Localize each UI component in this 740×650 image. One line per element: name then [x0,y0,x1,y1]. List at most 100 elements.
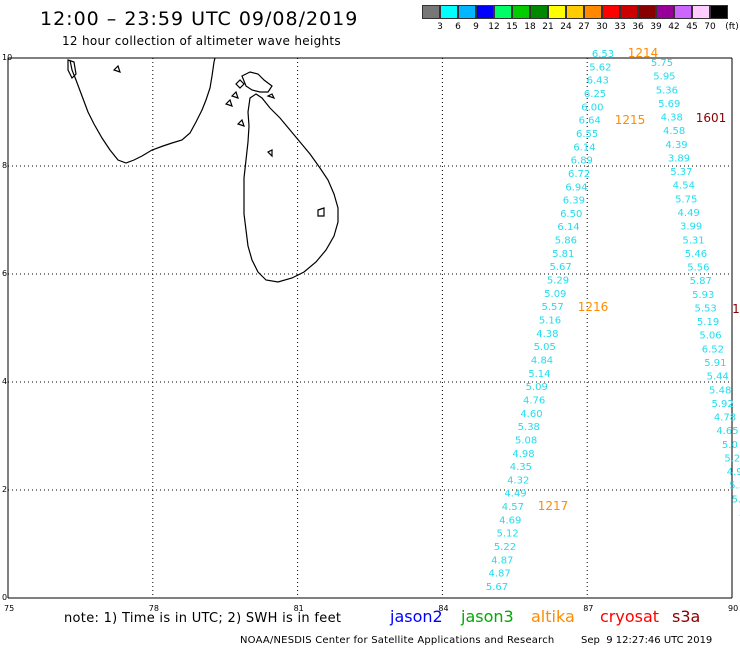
legend-label: 42 [668,22,680,32]
wave-height-value: 3.99 [680,222,702,233]
wave-height-value: 5.19 [697,317,719,328]
altika-track-values: 6.53 5.62 6.43 6.25 6.00 6.64 6.55 6.14 6.89 6.72… [486,46,658,593]
legend-swatch [440,5,458,19]
legend-swatch [566,5,584,19]
legend-swatch [584,5,602,19]
legend-label: 3 [437,22,443,32]
wave-height-value: 5.86 [555,236,577,247]
wave-height-value: 5.67 [549,262,571,273]
legend-swatch [692,5,710,19]
wave-height-value: 4.35 [510,462,532,473]
wave-height-value: 4.49 [678,208,700,219]
island-fragment [112,64,121,73]
wave-height-value: 5 [739,508,740,519]
legend-swatch [548,5,566,19]
wave-height-value: 5.81 [552,249,574,260]
wave-height-value: 5.0 [722,440,738,451]
legend-cryosat: cryosat [600,607,660,626]
map-subtitle: 12 hour collection of altimeter wave hei… [62,34,341,48]
wave-height-value: 6.64 [579,116,601,127]
island-fragment [266,149,273,158]
y-tick-label: 0 [2,593,7,602]
time-label: 1216 [578,300,609,314]
wave-height-value: 5.87 [690,276,712,287]
legend-jason3: jason3 [461,607,514,626]
credit-line: NOAA/NESDIS Center for Satellite Applica… [240,635,555,646]
wave-height-value: 5.75 [651,58,673,69]
x-tick-label: 75 [4,604,14,613]
wave-height-value: 5.36 [656,85,678,96]
legend-label: 18 [524,22,536,32]
island-fragment [236,118,245,127]
y-tick-label: 10 [2,53,12,62]
sri-lanka-island [243,93,339,283]
wave-height-value: 4.38 [536,329,558,340]
wave-height-value: 6.52 [702,344,724,355]
wave-height-value: 4.60 [520,409,542,420]
wave-height-value: 5.38 [518,422,540,433]
legend-swatch [494,5,512,19]
wave-height-value: 5.67 [486,582,508,593]
island-fragment [317,207,325,217]
wave-height-value: 5.3 [729,481,740,492]
wave-height-value: 5.1 [732,494,740,505]
legend-swatch [638,5,656,19]
legend-label: 39 [650,22,662,32]
legend-label: 36 [632,22,644,32]
legend-label: 27 [578,22,590,32]
legend-jason2: jason2 [390,607,443,626]
y-axis-ticks: 0 2 4 6 8 10 [2,53,12,602]
time-label: 1217 [538,499,569,513]
wave-height-value: 5.62 [589,62,611,73]
wave-height-value: 5.95 [653,72,675,83]
wave-height-value: 5.92 [711,399,733,410]
legend-swatch [602,5,620,19]
wave-height-value: 5.48 [709,385,731,396]
wave-height-value: 5.08 [515,435,537,446]
wave-height-value: 6.14 [557,222,579,233]
wave-height-value: 6.53 [592,49,614,60]
legend-label: 33 [614,22,626,32]
x-axis-ticks: 75 78 81 84 87 90 [4,604,738,613]
legend-label: 45 [686,22,698,32]
wave-height-value: 5.09 [526,382,548,393]
wave-height-value: 5.29 [547,276,569,287]
wave-height-value: 5.46 [685,249,707,260]
wave-height-value: 6.43 [587,76,609,87]
legend-swatch [512,5,530,19]
legend-label: 9 [473,22,479,32]
wave-height-value: 5.2 [724,453,740,464]
wave-height-value: 5.75 [675,194,697,205]
wave-height-value: 5.06 [699,331,721,342]
time-label: 1215 [615,113,646,127]
cryosat-track-values: 5.75 5.95 5.36 5.69 4.38 4.58 4.39 3.89 5.37 4.54… [651,58,740,519]
legend-label: 70 [704,22,716,32]
wave-height-value: 4.87 [489,569,511,580]
wave-height-value: 4.32 [507,475,529,486]
wave-height-value: 6.94 [565,182,587,193]
wave-height-value: 5.16 [539,316,561,327]
wave-height-value: 5.14 [528,369,550,380]
legend-label: 21 [542,22,554,32]
jaffna-coast [241,71,273,93]
island-fragment [230,90,239,99]
grid-lines [7,57,733,599]
wave-height-value: 4.84 [531,355,553,366]
wave-height-value: 6.00 [581,102,603,113]
wave-height-value: 5.05 [534,342,556,353]
wave-height-value: 4.49 [504,489,526,500]
wave-height-value: 4.54 [673,181,695,192]
wave-height-value: 4.69 [499,515,521,526]
wave-height-value: 6.14 [573,142,595,153]
footer-note: note: 1) Time is in UTC; 2) SWH is in fe… [64,611,342,626]
wave-height-value: 5.93 [692,290,714,301]
legend-altika: altika [531,607,575,626]
wave-height-value: 5.57 [542,302,564,313]
island-fragment [235,79,245,89]
island-fragment [266,93,276,100]
x-tick-label: 81 [294,604,304,613]
wave-height-value: 6.50 [560,209,582,220]
wave-height-value: 3.89 [668,153,690,164]
legend-unit: (ft) [725,22,739,32]
